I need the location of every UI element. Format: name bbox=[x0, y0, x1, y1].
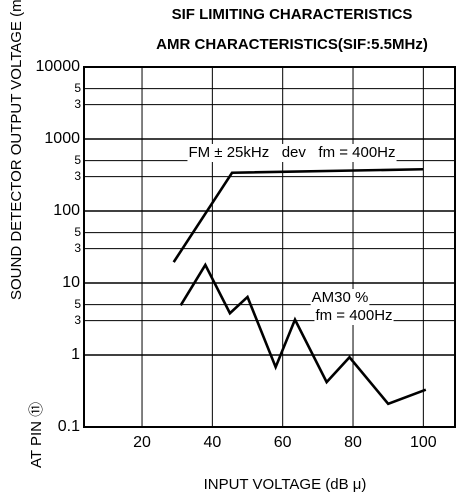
x-axis-label: INPUT VOLTAGE (dB μ) bbox=[204, 476, 367, 493]
y-tick-label: 3 bbox=[74, 313, 81, 327]
data-line bbox=[172, 167, 424, 263]
annotation: AM30 % bbox=[312, 289, 369, 306]
x-tick-label: 100 bbox=[410, 434, 437, 451]
y-tick-label: 5 bbox=[74, 225, 81, 239]
chart-subtitle: AMR CHARACTERISTICS(SIF:5.5MHz) bbox=[156, 36, 428, 53]
annotation-bg bbox=[314, 307, 394, 325]
y-tick-label: 10 bbox=[62, 274, 80, 291]
x-tick-label: 60 bbox=[274, 434, 292, 451]
y-tick-label: 3 bbox=[74, 241, 81, 255]
x-tick-label: 40 bbox=[203, 434, 221, 451]
y-tick-label: 10000 bbox=[36, 58, 81, 75]
y-tick-label: 3 bbox=[74, 97, 81, 111]
y-axis-label: AT PIN ⑪ bbox=[28, 402, 45, 468]
x-tick-label: 80 bbox=[344, 434, 362, 451]
y-tick-label: 5 bbox=[74, 81, 81, 95]
annotation-bg bbox=[187, 144, 397, 162]
annotation: FM ± 25kHz dev fm = 400Hz bbox=[188, 144, 395, 161]
annotation: fm = 400Hz bbox=[315, 307, 392, 324]
data-line bbox=[179, 262, 427, 406]
y-tick-label: 5 bbox=[74, 297, 81, 311]
y-tick-label: 0.1 bbox=[58, 418, 80, 435]
y-axis-label: SOUND DETECTOR OUTPUT VOLTAGE (mVrms) bbox=[8, 0, 25, 300]
chart-title: SIF LIMITING CHARACTERISTICS bbox=[172, 6, 413, 23]
annotation-bg bbox=[310, 289, 370, 307]
y-tick-label: 3 bbox=[74, 169, 81, 183]
y-tick-label: 100 bbox=[53, 202, 80, 219]
x-tick-label: 20 bbox=[133, 434, 151, 451]
y-tick-label: 1 bbox=[71, 346, 80, 363]
y-tick-label: 1000 bbox=[44, 130, 80, 147]
plot-frame bbox=[83, 66, 456, 428]
y-tick-label: 5 bbox=[74, 153, 81, 167]
